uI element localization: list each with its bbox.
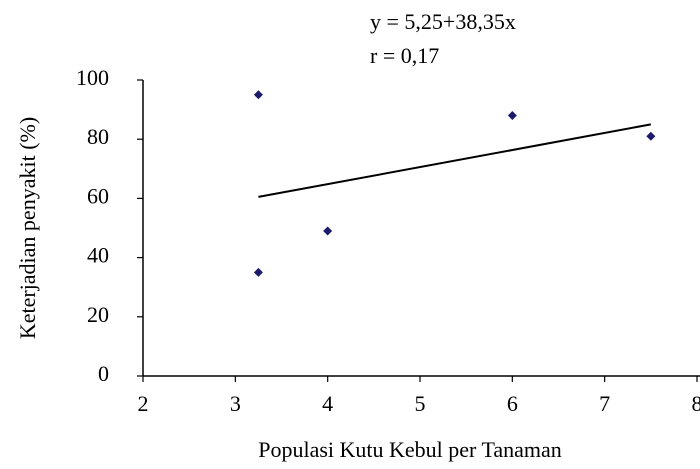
x-tick-label: 2 xyxy=(138,391,149,416)
y-tick-label: 40 xyxy=(87,243,109,268)
y-tick-label: 20 xyxy=(87,302,109,327)
x-tick-label: 7 xyxy=(599,391,610,416)
y-tick-label: 80 xyxy=(87,124,109,149)
point xyxy=(646,131,656,141)
y-tick-label: 60 xyxy=(87,183,109,208)
y-axis-label: Keterjadian penyakit (%) xyxy=(15,117,40,339)
point xyxy=(253,267,263,277)
y-tick-label: 100 xyxy=(76,65,109,90)
x-tick-label: 6 xyxy=(507,391,518,416)
x-tick-label: 4 xyxy=(322,391,333,416)
point xyxy=(323,226,333,236)
equation-annotation: y = 5,25+38,35x xyxy=(370,9,516,34)
point xyxy=(507,111,517,121)
x-tick-label: 3 xyxy=(230,391,241,416)
x-tick-label: 5 xyxy=(415,391,426,416)
trend-line xyxy=(258,123,652,198)
y-tick-label: 0 xyxy=(98,361,109,386)
r-annotation: r = 0,17 xyxy=(370,43,439,68)
x-tick-label: 8 xyxy=(692,391,700,416)
point xyxy=(253,90,263,100)
x-axis-label: Populasi Kutu Kebul per Tanaman xyxy=(258,437,562,462)
